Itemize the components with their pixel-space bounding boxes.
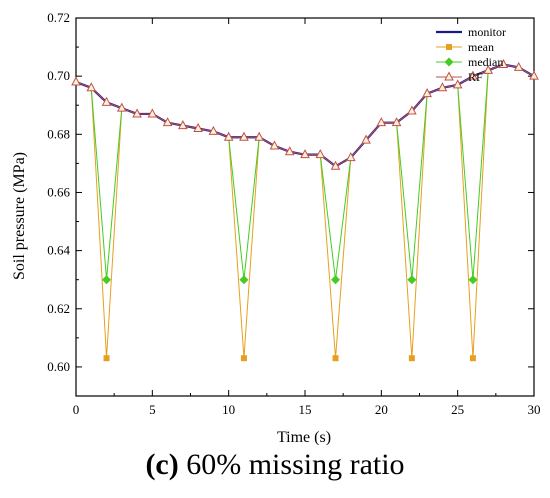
marker-median [239,275,249,285]
soil-pressure-chart: Time (s) Soil pressure (MPa) 0 5 10 15 20 25 3… [11,10,541,445]
y-tick-label: 0.72 [47,10,70,25]
marker-RF [193,122,203,132]
x-tick-label: 10 [222,402,235,417]
plot-frame [75,17,535,397]
marker-RF [101,96,112,106]
marker-RF [223,131,234,141]
marker-RF [361,134,371,144]
marker-RF [147,108,158,118]
y-tick-label: 0.68 [47,126,70,141]
marker-RF [315,149,326,159]
y-axis-title: Soil pressure (MPa) [11,152,28,280]
series-line-median [75,64,535,281]
y-tick-label: 0.70 [47,68,70,83]
legend-label-RF: RF [468,70,483,84]
figure-caption: (c) 60% missing ratio [0,448,550,482]
legend-label-monitor: monitor [468,25,506,39]
caption-letter: (c) [145,448,179,481]
legend-marker-RF [444,71,454,81]
caption-text: 60% missing ratio [178,448,405,481]
legend-marker-median [444,57,454,67]
marker-RF [437,82,448,92]
marker-RF [330,160,341,170]
marker-RF [376,117,387,127]
marker-median [102,275,112,285]
marker-RF [162,117,173,127]
marker-mean [240,355,247,362]
marker-RF [513,61,524,71]
marker-RF [269,140,280,150]
marker-RF [483,64,494,74]
marker-RF [422,88,432,98]
y-tick-label: 0.66 [47,184,70,199]
marker-RF [71,76,81,86]
x-tick-label: 0 [73,402,80,417]
marker-RF [529,70,539,80]
legend-marker-mean [446,44,452,50]
marker-RF [468,70,478,80]
series-line-mean [75,64,535,359]
marker-mean [332,355,339,362]
marker-median [331,275,341,285]
marker-RF [407,105,417,115]
marker-RF [300,149,310,159]
marker-RF [254,131,265,141]
x-axis-title: Time (s) [277,429,331,445]
marker-RF [284,146,295,156]
marker-median [468,275,478,285]
marker-RF [391,117,402,127]
marker-RF [239,131,249,141]
marker-RF [208,125,219,135]
marker-RF [116,102,127,112]
x-tick-label: 30 [528,402,541,417]
marker-mean [103,355,110,362]
y-tick-label: 0.64 [47,243,70,258]
y-tick-label: 0.62 [47,301,70,316]
marker-RF [345,152,356,162]
y-tick-label: 0.60 [47,359,70,374]
marker-RF [86,82,97,92]
marker-mean [408,355,415,362]
x-tick-label: 25 [451,402,464,417]
legend-label-median: median [468,55,503,69]
marker-RF [132,108,142,118]
legend-label-mean: mean [468,40,494,54]
x-tick-label: 5 [149,402,156,417]
marker-RF [452,79,463,89]
marker-RF [498,58,509,69]
marker-RF [178,120,188,130]
marker-mean [469,355,476,362]
marker-median [407,275,417,285]
x-tick-label: 15 [299,402,312,417]
x-tick-label: 20 [375,402,388,417]
